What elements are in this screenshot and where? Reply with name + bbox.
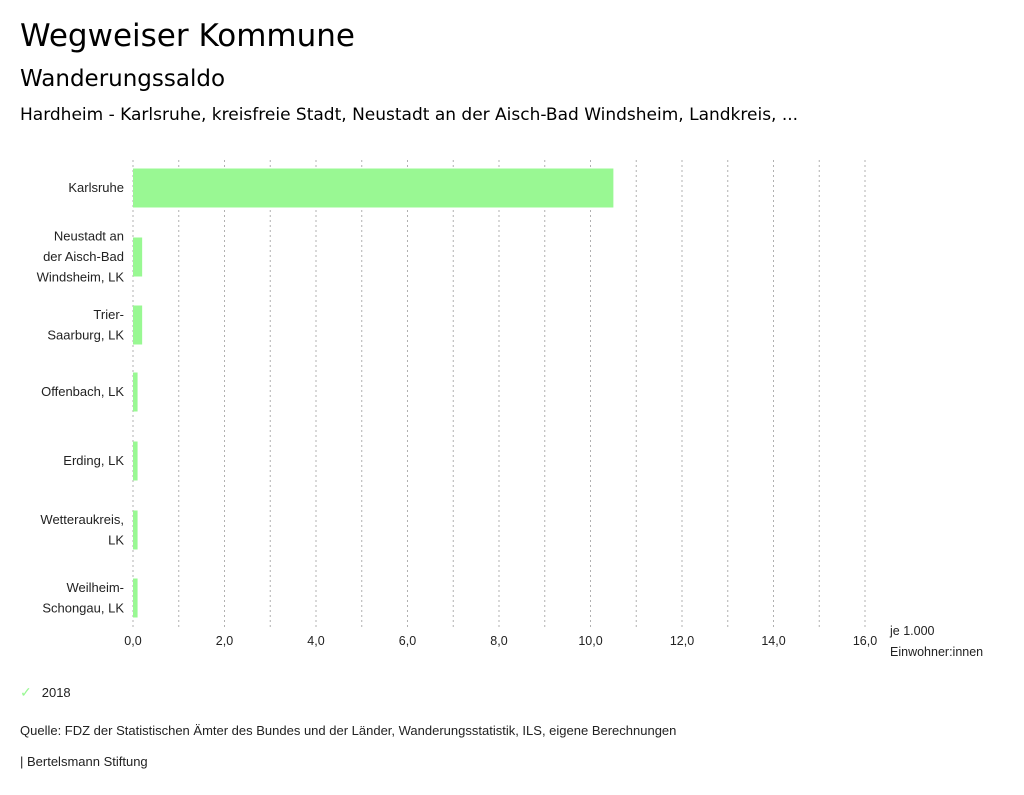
category-label: Wetteraukreis, (40, 512, 124, 527)
category-label: Weilheim- (66, 580, 124, 595)
category-label: Neustadt an (54, 229, 124, 244)
bar[interactable] (133, 305, 143, 345)
bars (133, 168, 614, 618)
category-label: der Aisch-Bad (43, 249, 124, 264)
bar-chart: Karlsruhe Neustadt an der Aisch-Bad Windshe… (37, 160, 983, 659)
chart-description: Hardheim - Karlsruhe, kreisfreie Stadt, … (20, 105, 799, 125)
category-label: LK (108, 532, 124, 547)
grid-lines (132, 160, 866, 628)
credit-text: | Bertelsmann Stiftung (20, 754, 148, 769)
x-axis-unit-label: je 1.000 Einwohner:innen (889, 624, 983, 659)
x-tick-label: 0,0 (124, 634, 141, 648)
legend[interactable]: ✓ 2018 (20, 684, 71, 701)
x-tick-label: 2,0 (216, 634, 233, 648)
check-icon: ✓ (20, 684, 32, 700)
chart-subtitle: Wanderungssaldo (20, 66, 226, 92)
bar[interactable] (133, 168, 614, 208)
x-tick-label: 14,0 (761, 634, 785, 648)
bar[interactable] (133, 578, 138, 618)
x-tick-label: 12,0 (670, 634, 694, 648)
page-title: Wegweiser Kommune (20, 18, 355, 54)
category-label: Trier- (93, 307, 124, 322)
bar[interactable] (133, 237, 143, 277)
bar[interactable] (133, 510, 138, 550)
x-tick-label: 10,0 (578, 634, 602, 648)
x-axis-label: Einwohner:innen (890, 645, 983, 659)
category-label: Saarburg, LK (47, 327, 124, 342)
category-label: Offenbach, LK (41, 384, 124, 399)
x-tick-label: 8,0 (490, 634, 507, 648)
x-tick-label: 4,0 (307, 634, 324, 648)
x-tick-labels: 0,0 2,0 4,0 6,0 8,0 10,0 12,0 14,0 16,0 (124, 634, 877, 648)
category-labels: Karlsruhe Neustadt an der Aisch-Bad Windshe… (37, 180, 125, 615)
source-text: Quelle: FDZ der Statistischen Ämter des … (20, 723, 677, 738)
x-tick-label: 6,0 (399, 634, 416, 648)
category-label: Windsheim, LK (37, 270, 125, 285)
category-label: Schongau, LK (42, 600, 124, 615)
bar[interactable] (133, 441, 138, 481)
category-label: Erding, LK (63, 453, 124, 468)
legend-label: 2018 (41, 685, 71, 700)
x-axis-label: je 1.000 (889, 624, 935, 638)
bar[interactable] (133, 372, 138, 412)
category-label: Karlsruhe (68, 180, 124, 195)
x-tick-label: 16,0 (853, 634, 877, 648)
